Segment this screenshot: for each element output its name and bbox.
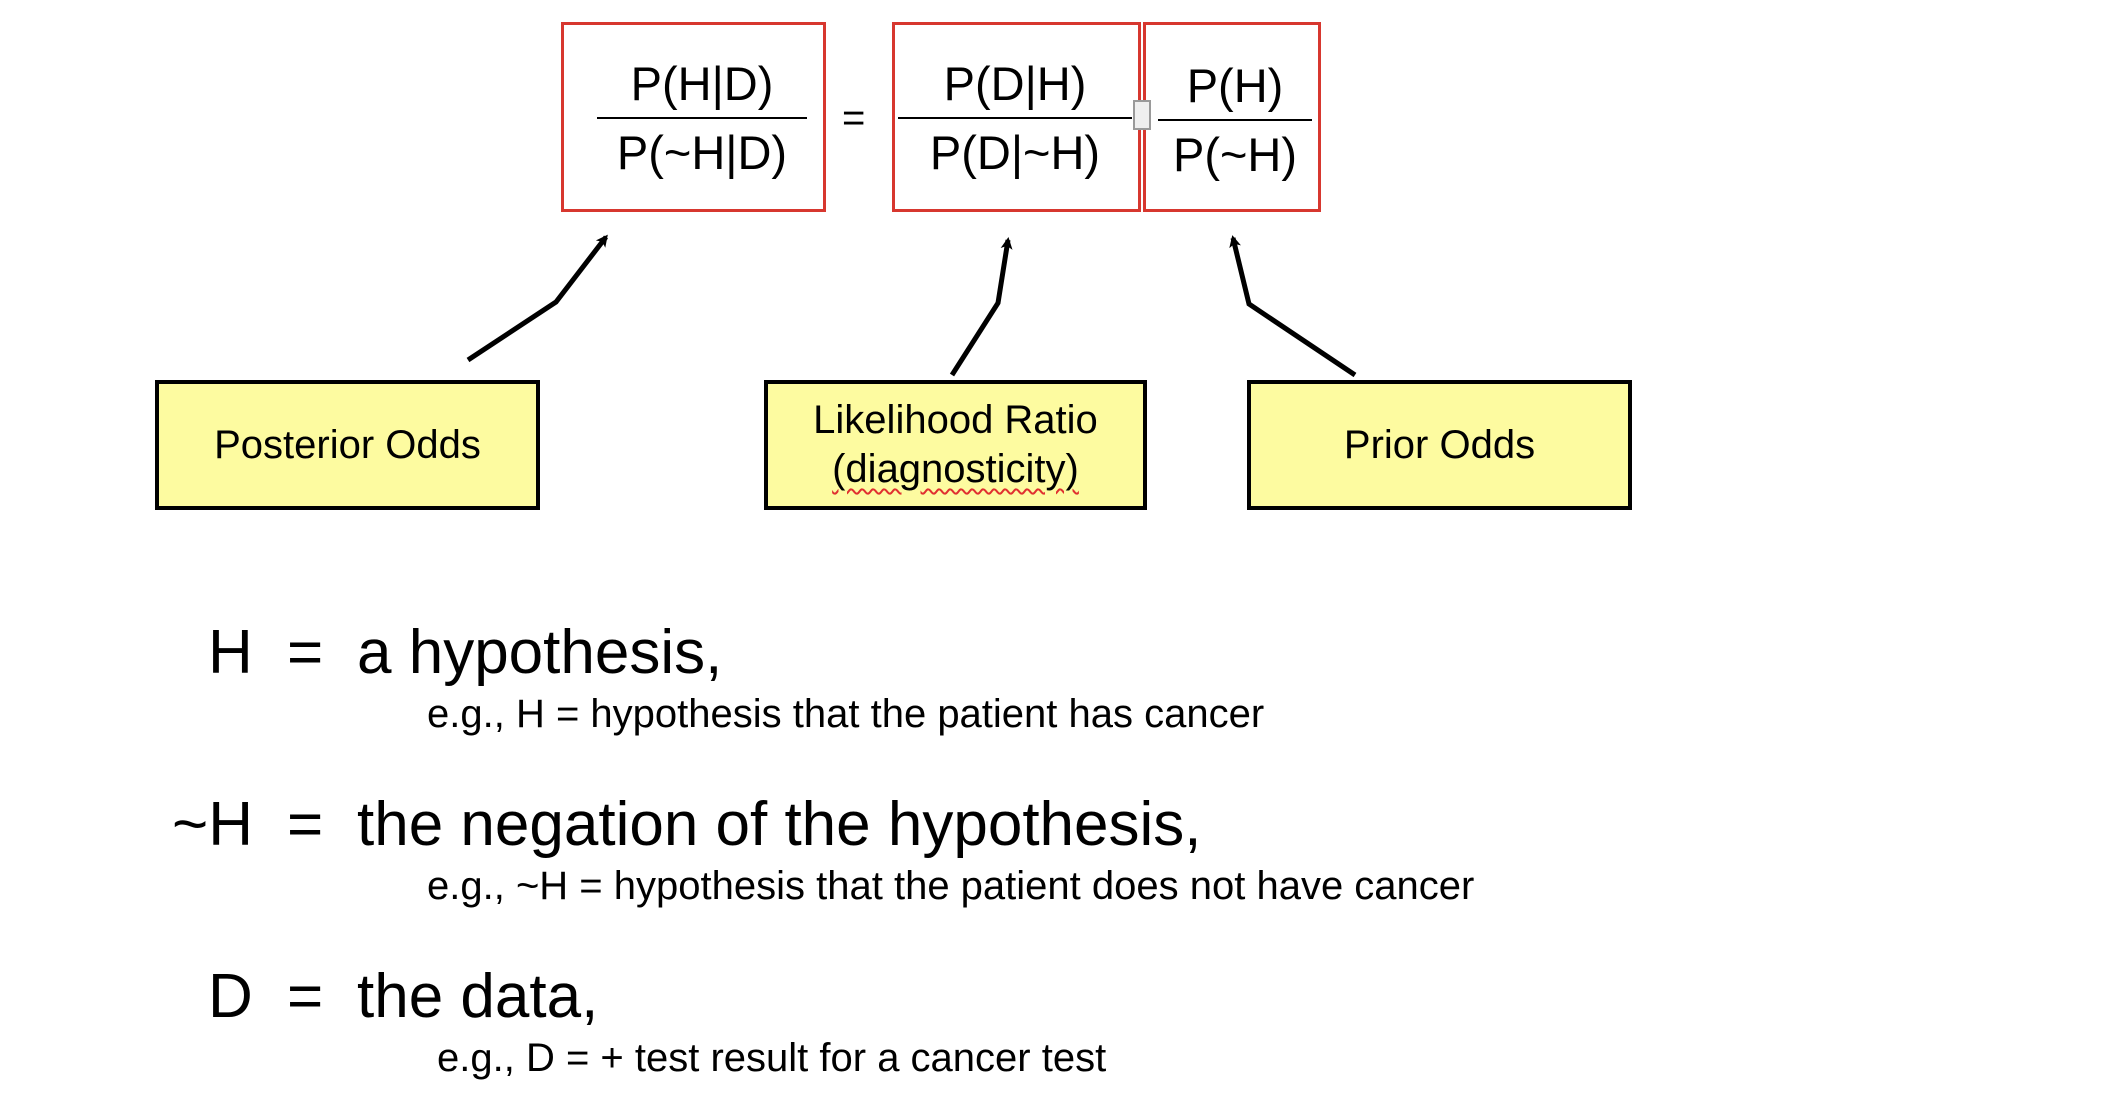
likelihood-ratio-text: Likelihood Ratio (diagnosticity)	[813, 396, 1098, 494]
posterior-frame	[561, 22, 826, 212]
fraction-bar	[597, 117, 807, 119]
definition-equals: =	[287, 790, 324, 859]
definition-text-d: the data,	[357, 962, 599, 1031]
prior-denominator: P(~H)	[1172, 128, 1298, 181]
definition-symbol-h: H	[208, 618, 253, 687]
prior-fraction: P(H) P(~H)	[1158, 62, 1312, 178]
likelihood-denominator: P(D|~H)	[929, 126, 1101, 179]
diagnosticity-word: (diagnosticity)	[832, 447, 1079, 491]
likelihood-ratio-line1: Likelihood Ratio	[813, 398, 1098, 443]
likelihood-numerator: P(D|H)	[943, 57, 1087, 110]
likelihood-ratio-line2: (diagnosticity)	[813, 445, 1098, 494]
definition-example-h: e.g., H = hypothesis that the patient ha…	[427, 692, 1265, 736]
definition-example-not-h: e.g., ~H = hypothesis that the patient d…	[427, 864, 1475, 908]
posterior-odds-text: Posterior Odds	[214, 422, 481, 467]
arrow-prior	[1229, 235, 1357, 378]
definition-symbol-not-h: ~H	[172, 790, 253, 859]
definition-equals: =	[287, 618, 324, 687]
definition-example-d: e.g., D = + test result for a cancer tes…	[437, 1036, 1107, 1080]
equals-sign: =	[842, 96, 866, 140]
prior-odds-text: Prior Odds	[1343, 422, 1536, 467]
definition-text-not-h: the negation of the hypothesis,	[357, 790, 1202, 859]
posterior-odds-label: Posterior Odds	[155, 380, 540, 510]
arrow-likelihood	[949, 237, 1013, 377]
posterior-denominator: P(~H|D)	[616, 126, 788, 179]
fraction-bar	[898, 117, 1132, 119]
posterior-numerator: P(H|D)	[630, 57, 774, 110]
posterior-fraction: P(H|D) P(~H|D)	[597, 60, 807, 176]
prior-numerator: P(H)	[1186, 59, 1284, 112]
definition-text-h: a hypothesis,	[357, 618, 723, 687]
arrow-posterior	[466, 234, 608, 363]
likelihood-fraction: P(D|H) P(D|~H)	[898, 60, 1132, 176]
definition-symbol-d: D	[208, 962, 253, 1031]
prior-odds-label: Prior Odds	[1247, 380, 1632, 510]
fraction-bar	[1158, 119, 1312, 121]
definition-equals: =	[287, 962, 324, 1031]
likelihood-ratio-label: Likelihood Ratio (diagnosticity)	[764, 380, 1147, 510]
placeholder-box-icon	[1133, 100, 1151, 130]
